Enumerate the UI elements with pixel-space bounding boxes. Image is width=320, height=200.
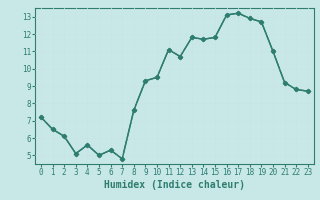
X-axis label: Humidex (Indice chaleur): Humidex (Indice chaleur) [104,180,245,190]
